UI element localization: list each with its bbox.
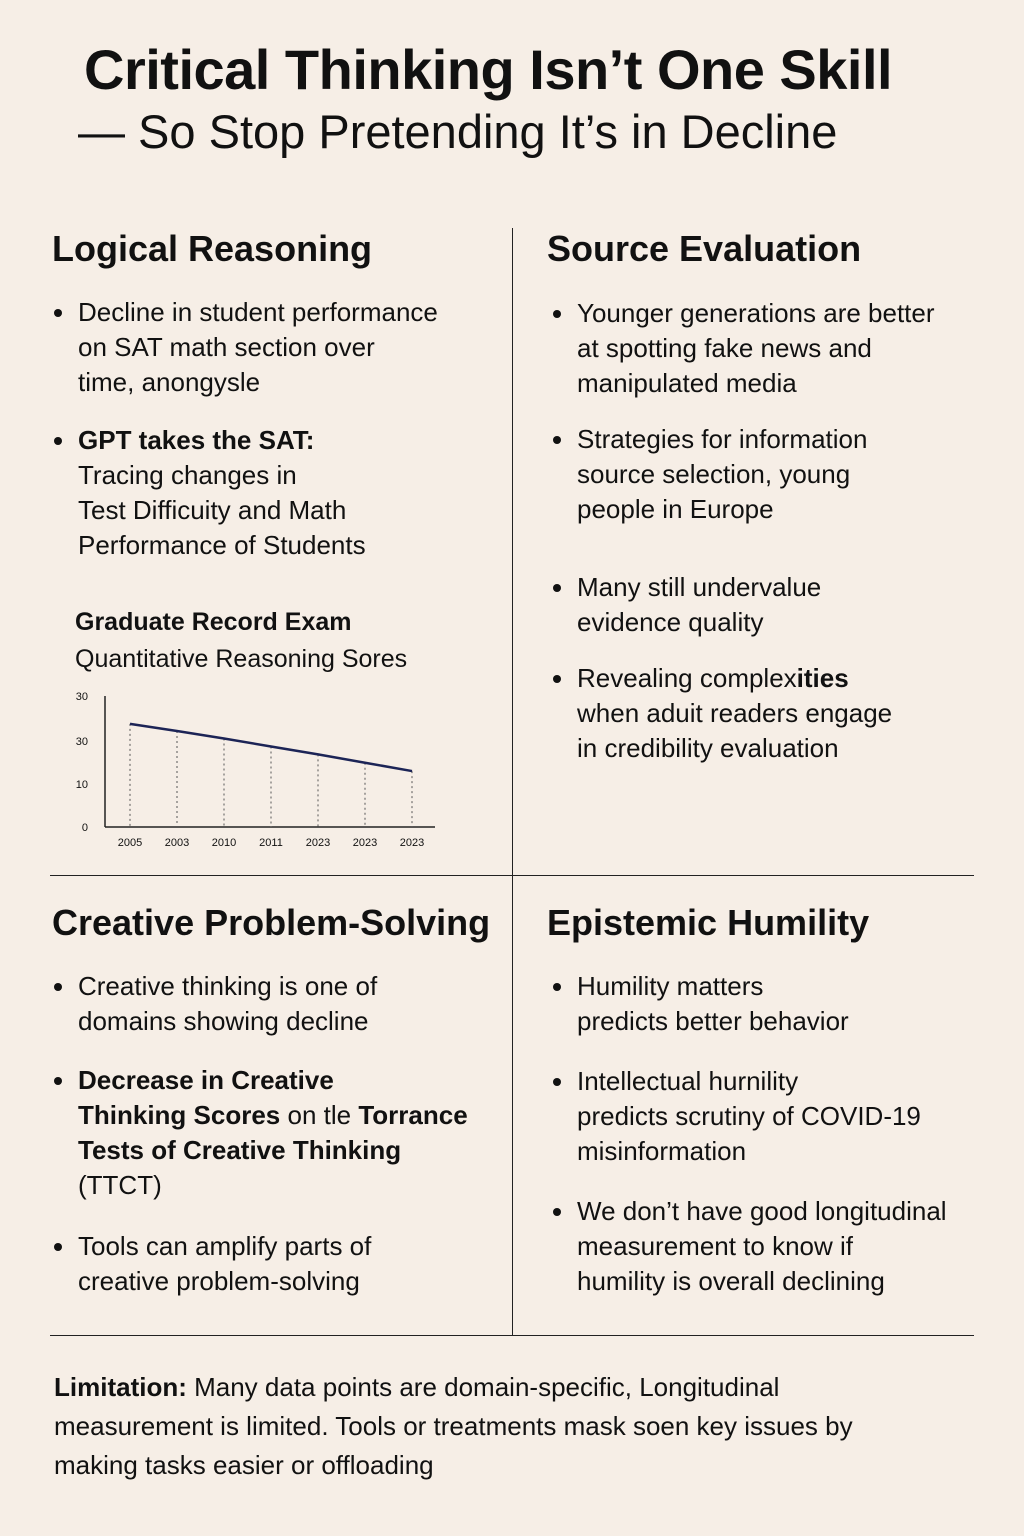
logical-reasoning-title: Logical Reasoning (52, 228, 373, 269)
humility-bullet-2: Intellectual hurnility predicts scrutiny… (551, 1064, 921, 1169)
source-bullet-3-line-2: evidence quality (577, 607, 764, 637)
x-tick-label: 2023 (400, 837, 424, 849)
source-bullet-1: Younger generations are better at spotti… (551, 296, 935, 401)
humility-bullet-3-line-3: humility is overall declining (577, 1266, 885, 1296)
humility-bullet-3-line-2: measurement to know if (577, 1231, 854, 1261)
y-tick-label: 0 (82, 822, 88, 834)
x-tick-label: 2011 (259, 837, 283, 849)
gre-line-chart: 0 10 30 30 2005 2003 2010 2011 2023 2023 2023 (76, 691, 435, 849)
creative-bullet-2: Decrease in Creative Thinking Scores on … (52, 1063, 468, 1203)
limitation-note: Limitation: Many data points are domain-… (54, 1368, 974, 1485)
creative-bullet-2-thinking-scores: Thinking Scores (78, 1100, 281, 1130)
y-tick-label: 10 (76, 779, 88, 791)
creative-bullet-2-line-2: Thinking Scores on tle Torrance (78, 1098, 468, 1133)
chart-x-ticks: 2005 2003 2010 2011 2023 2023 2023 (118, 837, 424, 849)
bottom-divider (50, 1335, 974, 1336)
middle-divider (50, 875, 974, 876)
logical-bullet-2: GPT takes the SAT: Tracing changes in Te… (52, 423, 366, 563)
creative-problem-solving-title: Creative Problem-Solving (52, 902, 491, 943)
logical-bullet-2-heading: GPT takes the SAT: (78, 425, 315, 455)
logical-bullet-2-line-2: Test Difficuity and Math (78, 495, 347, 525)
x-tick-label: 2003 (165, 837, 189, 849)
x-tick-label: 2005 (118, 837, 142, 849)
creative-bullet-3-line-1: Tools can amplify parts of (78, 1231, 372, 1261)
page-subtitle: — So Stop Pretending It’s in Decline (78, 105, 838, 158)
limitation-label: Limitation: (54, 1372, 187, 1402)
humility-bullet-2-line-1: Intellectual hurnility (577, 1066, 799, 1096)
logical-bullet-2-line-1: Tracing changes in (78, 460, 297, 490)
x-tick-label: 2010 (212, 837, 236, 849)
page-title: Critical Thinking Isn’t One Skill (84, 38, 893, 101)
creative-bullet-2-on-tle: on tle (280, 1100, 359, 1130)
creative-bullet-1-line-2: domains showing decline (78, 1006, 369, 1036)
limitation-line-1: Limitation: Many data points are domain-… (54, 1368, 974, 1407)
vertical-divider (512, 228, 513, 1336)
creative-bullet-2-line-1: Decrease in Creative (78, 1065, 334, 1095)
logical-bullet-1-line-1: Decline in student performance (78, 297, 438, 327)
y-tick-label: 30 (76, 736, 88, 748)
x-tick-label: 2023 (306, 837, 330, 849)
creative-bullet-3-line-2: creative problem-solving (78, 1266, 360, 1296)
limitation-line-3: making tasks easier or offloading (54, 1450, 434, 1480)
creative-bullet-3: Tools can amplify parts of creative prob… (52, 1229, 371, 1299)
chart-y-ticks: 0 10 30 30 (76, 691, 88, 834)
logical-bullet-1-line-2: on SAT math section over (78, 332, 375, 362)
limitation-line-2: measurement is limited. Tools or treatme… (54, 1411, 853, 1441)
x-tick-label: 2023 (353, 837, 377, 849)
creative-bullet-2-line-4: (TTCT) (78, 1170, 162, 1200)
source-bullet-4-line-1: Revealing complexities (577, 661, 892, 696)
creative-bullet-2-torrance: Torrance (358, 1100, 468, 1130)
y-tick-label: 30 (76, 691, 88, 703)
source-bullet-1-line-3: manipulated media (577, 368, 797, 398)
source-bullet-1-line-2: at spotting fake news and (577, 333, 872, 363)
epistemic-humility-title: Epistemic Humility (547, 902, 870, 943)
source-bullet-4-line-2: when aduit readers engage (577, 698, 893, 728)
humility-bullet-2-line-2: predicts scrutiny of COVID-19 (577, 1101, 921, 1131)
creative-bullet-1: Creative thinking is one of domains show… (52, 969, 377, 1039)
source-bullet-2-line-1: Strategies for information (577, 424, 868, 454)
humility-bullet-3: We don’t have good longitudinal measurem… (551, 1194, 947, 1299)
source-bullet-4-bold: ities (796, 663, 849, 693)
limitation-line-1-text: Many data points are domain-specific, Lo… (186, 1372, 780, 1402)
humility-bullet-3-line-1: We don’t have good longitudinal (577, 1196, 947, 1226)
chart-subtitle: Quantitative Reasoning Sores (75, 645, 408, 673)
source-bullet-3-line-1: Many still undervalue (577, 572, 822, 602)
source-bullet-4-start: Revealing complex (577, 663, 797, 693)
source-bullet-2: Strategies for information source select… (551, 422, 867, 527)
source-bullet-3: Many still undervalue evidence quality (551, 570, 821, 640)
creative-bullet-1-line-1: Creative thinking is one of (78, 971, 378, 1001)
source-evaluation-title: Source Evaluation (547, 228, 862, 269)
source-bullet-1-line-1: Younger generations are better (577, 298, 935, 328)
logical-bullet-2-line-3: Performance of Students (78, 530, 366, 560)
logical-bullet-1-line-3: time, anongysle (78, 367, 261, 397)
chart-drop-lines (129, 723, 413, 827)
humility-bullet-1: Humility matters predicts better behavio… (551, 969, 849, 1039)
chart-series-line (129, 722, 413, 773)
humility-bullet-1-line-2: predicts better behavior (577, 1006, 849, 1036)
source-bullet-4: Revealing complexities when aduit reader… (551, 661, 892, 766)
source-bullet-2-line-3: people in Europe (577, 494, 774, 524)
humility-bullet-2-line-3: misinformation (577, 1136, 747, 1166)
logical-bullet-1: Decline in student performance on SAT ma… (52, 295, 438, 400)
source-bullet-2-line-2: source selection, young (577, 459, 851, 489)
humility-bullet-1-line-1: Humility matters (577, 971, 764, 1001)
source-bullet-4-line-3: in credibility evaluation (577, 733, 839, 763)
creative-bullet-2-line-3: Tests of Creative Thinking (78, 1135, 402, 1165)
chart-title: Graduate Record Exam (75, 608, 352, 636)
